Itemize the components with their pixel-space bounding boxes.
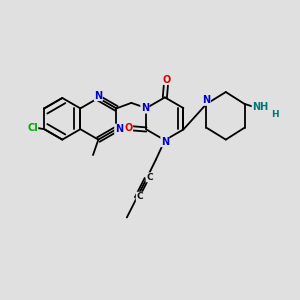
Text: C: C — [146, 173, 153, 182]
Text: O: O — [162, 75, 170, 85]
Text: Cl: Cl — [27, 123, 38, 133]
Text: N: N — [94, 91, 102, 100]
Text: N: N — [115, 124, 123, 134]
Text: H: H — [271, 110, 279, 119]
Text: N: N — [141, 103, 149, 113]
Text: NH: NH — [252, 102, 268, 112]
Text: C: C — [136, 192, 143, 201]
Text: N: N — [161, 137, 169, 147]
Text: N: N — [202, 95, 211, 105]
Text: O: O — [124, 123, 133, 133]
